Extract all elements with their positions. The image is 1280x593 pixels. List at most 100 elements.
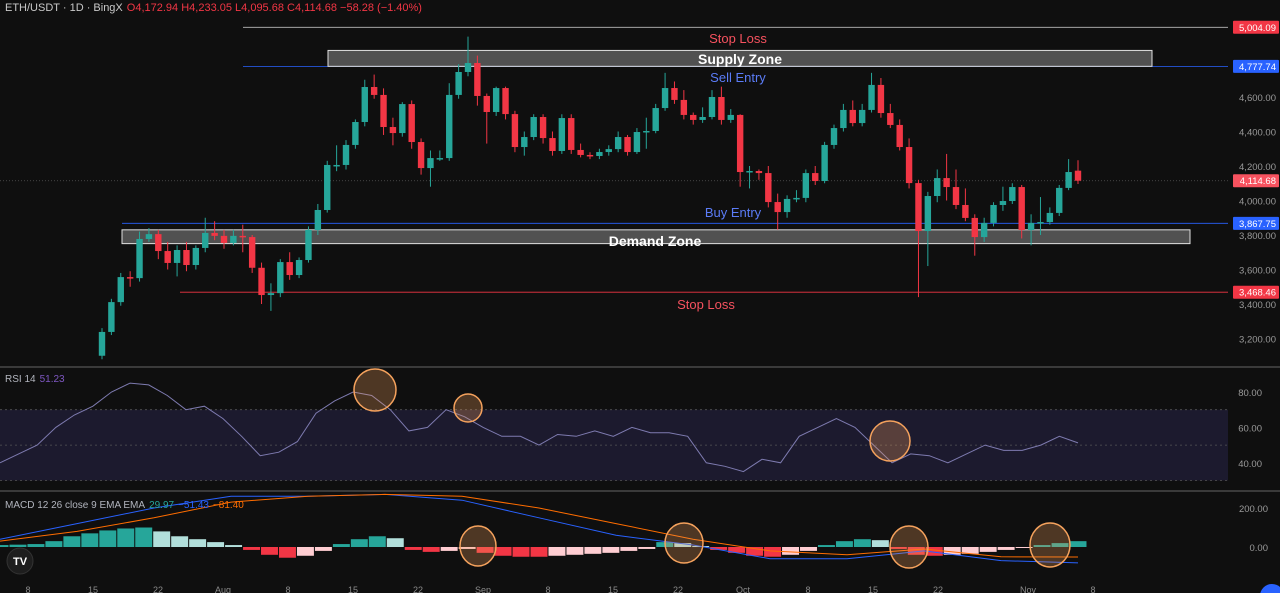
candle[interactable]	[258, 262, 265, 304]
candle[interactable]	[840, 103, 847, 132]
candle[interactable]	[924, 191, 932, 267]
candle[interactable]	[98, 328, 106, 360]
candle[interactable]	[793, 190, 800, 203]
candle[interactable]	[295, 257, 303, 279]
candle[interactable]	[718, 86, 725, 125]
candle[interactable]	[427, 150, 434, 187]
macd-pane[interactable]	[0, 493, 1087, 564]
candle[interactable]	[511, 110, 519, 153]
candle[interactable]	[492, 86, 500, 116]
candle[interactable]	[868, 72, 875, 113]
symbol-title[interactable]: ETH/USDT · 1D · BingX	[5, 2, 123, 14]
candle[interactable]	[239, 224, 246, 253]
candle[interactable]	[436, 150, 444, 161]
candle[interactable]	[173, 245, 181, 277]
candle[interactable]	[690, 112, 697, 125]
candle[interactable]	[746, 166, 753, 189]
candle[interactable]	[314, 203, 322, 235]
candle[interactable]	[502, 86, 509, 120]
candle[interactable]	[464, 36, 472, 77]
candle[interactable]	[370, 74, 378, 99]
candle[interactable]	[267, 283, 275, 311]
candle[interactable]	[624, 134, 631, 156]
candle[interactable]	[183, 241, 190, 272]
candle[interactable]	[699, 107, 706, 123]
demand-zone-box[interactable]	[121, 229, 1191, 245]
candle[interactable]	[671, 81, 678, 104]
candle[interactable]	[755, 169, 763, 180]
candle[interactable]	[446, 83, 453, 161]
candle[interactable]	[1027, 214, 1035, 246]
candle[interactable]	[962, 188, 969, 222]
candle[interactable]	[389, 117, 397, 146]
candle[interactable]	[1018, 184, 1025, 239]
candle[interactable]	[577, 143, 584, 158]
candle[interactable]	[633, 128, 641, 154]
candle[interactable]	[399, 102, 406, 137]
candle[interactable]	[708, 90, 716, 120]
candle[interactable]	[558, 114, 566, 154]
candle[interactable]	[324, 160, 331, 213]
candle[interactable]	[934, 169, 941, 203]
candle[interactable]	[126, 271, 134, 287]
candle[interactable]	[248, 235, 256, 273]
candle[interactable]	[568, 114, 575, 154]
candle[interactable]	[145, 228, 153, 242]
candle[interactable]	[117, 272, 124, 306]
candle[interactable]	[361, 79, 368, 127]
candle[interactable]	[1037, 197, 1044, 235]
candle[interactable]	[849, 100, 856, 127]
candle[interactable]	[202, 217, 209, 253]
candle[interactable]	[727, 109, 734, 123]
candle[interactable]	[887, 103, 894, 129]
candle[interactable]	[774, 193, 781, 230]
candle[interactable]	[905, 138, 913, 189]
candle[interactable]	[1046, 207, 1054, 225]
candle[interactable]	[858, 103, 866, 127]
candle[interactable]	[108, 298, 115, 336]
candle[interactable]	[417, 138, 425, 175]
candle[interactable]	[286, 252, 293, 280]
candle[interactable]	[980, 217, 988, 242]
candle[interactable]	[1065, 159, 1072, 191]
candle[interactable]	[455, 64, 462, 99]
supply-zone-box[interactable]	[327, 49, 1153, 67]
candle[interactable]	[1009, 183, 1016, 204]
candle[interactable]	[765, 166, 772, 208]
candle[interactable]	[164, 241, 171, 270]
candle[interactable]	[549, 131, 556, 156]
candle[interactable]	[521, 131, 528, 156]
candle[interactable]	[896, 119, 903, 151]
price-pane[interactable]	[0, 26, 1228, 360]
candle[interactable]	[812, 166, 819, 185]
candle[interactable]	[352, 119, 359, 149]
candle[interactable]	[530, 114, 537, 141]
candle[interactable]	[661, 72, 669, 111]
candle[interactable]	[333, 145, 340, 172]
candle[interactable]	[586, 152, 594, 160]
candle[interactable]	[342, 140, 350, 170]
candle[interactable]	[539, 114, 547, 144]
candle[interactable]	[220, 229, 228, 249]
candle[interactable]	[211, 221, 218, 241]
candle[interactable]	[483, 93, 490, 144]
candle[interactable]	[1074, 160, 1082, 184]
scroll-to-realtime-button[interactable]	[1260, 584, 1280, 593]
candle[interactable]	[136, 231, 143, 282]
candle[interactable]	[943, 153, 950, 201]
candle[interactable]	[643, 117, 650, 149]
candle[interactable]	[230, 229, 237, 246]
price-axis[interactable]: 4,600.00 4,400.00 4,200.00 4,000.00 3,800.00…	[25, 20, 1279, 593]
candle[interactable]	[736, 114, 744, 187]
candle[interactable]	[971, 214, 978, 256]
candle[interactable]	[474, 55, 481, 106]
candle[interactable]	[877, 78, 885, 118]
candle[interactable]	[680, 90, 688, 120]
tradingview-logo-icon[interactable]: TV	[6, 547, 34, 575]
candle[interactable]	[990, 202, 997, 227]
candle[interactable]	[408, 100, 415, 149]
macd-legend[interactable]: MACD 12 26 close 9 EMA EMA 29.97 −51.43 −81…	[5, 500, 244, 511]
candle[interactable]	[277, 259, 284, 298]
candle[interactable]	[915, 179, 922, 298]
